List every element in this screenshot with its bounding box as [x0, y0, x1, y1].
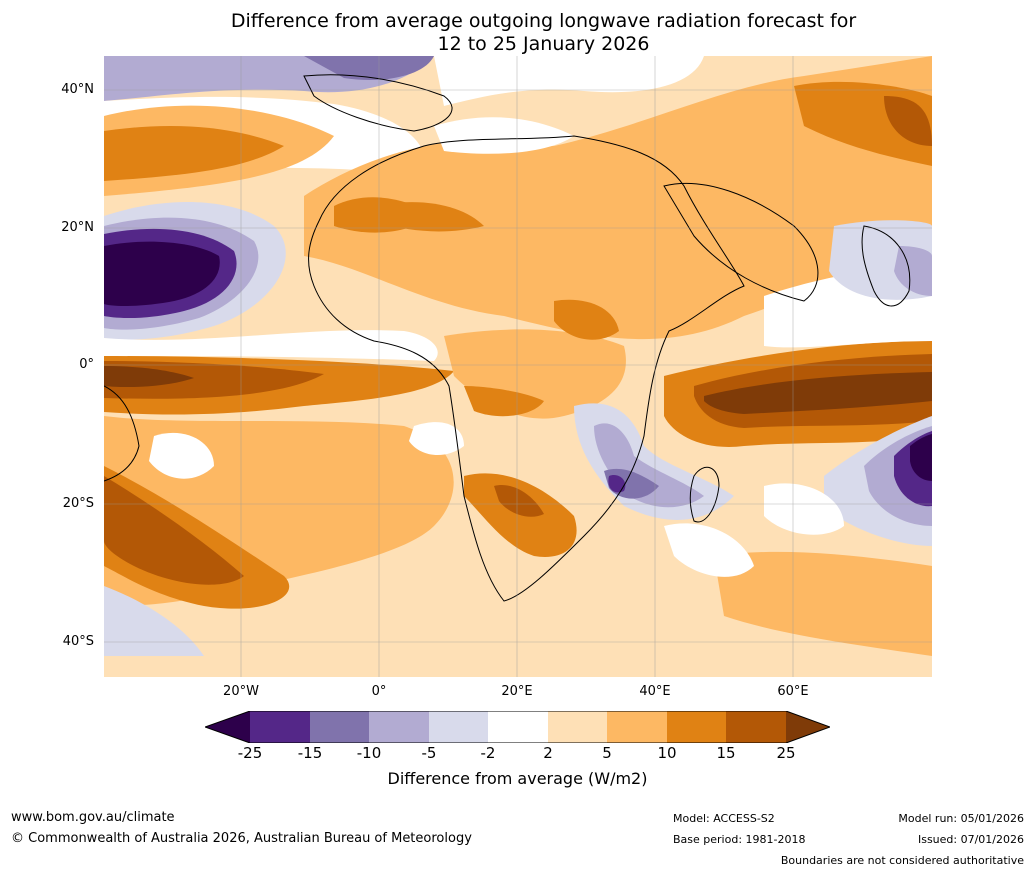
colorbar-tick: 15 — [716, 744, 736, 762]
colorbar-svg — [203, 710, 832, 744]
lat-label-40n: 40°N — [61, 82, 94, 97]
colorbar-extend-low — [205, 711, 250, 743]
anomaly-region-southern-ocean-weak-negative — [104, 586, 204, 656]
anomaly-region-congo-strong — [464, 386, 544, 417]
title-line-1: Difference from average outgoing longwav… — [230, 10, 857, 32]
lat-label-equator: 0° — [79, 357, 94, 372]
colorbar-bin-p5-p10 — [607, 711, 667, 743]
anomaly-region-mozambique-strong-negative — [608, 475, 626, 493]
anomaly-region-ethiopia-strong — [554, 299, 619, 340]
anomaly-region-sw-indian-extreme-negative — [910, 434, 932, 481]
anomaly-region-gulf-of-guinea-extreme — [104, 366, 194, 388]
issued-date: Issued: 07/01/2026 — [917, 833, 1024, 846]
lon-label-20w: 20°W — [223, 684, 259, 699]
lat-label-40s: 40°S — [62, 634, 94, 649]
anomaly-region-s-atlantic-neutral-2 — [409, 422, 464, 456]
anomaly-region-n-atlantic-strong — [104, 126, 284, 181]
europe-coastline — [303, 74, 453, 132]
colorbar-bin-m15-m10 — [310, 711, 369, 743]
colorbar-bin-m10-m5 — [369, 711, 429, 743]
colorbar-extend-high — [786, 711, 830, 743]
colorbar-tick: -25 — [237, 744, 263, 762]
website-link[interactable]: www.bom.gov.au/climate — [11, 810, 175, 825]
colorbar-tick: 25 — [776, 744, 796, 762]
colorbar-tick: 5 — [602, 744, 612, 762]
lon-label-60e: 60°E — [777, 684, 809, 699]
olr-anomaly-map — [104, 56, 932, 677]
map-title: Difference from average outgoing longwav… — [0, 10, 1035, 56]
model-run-date: Model run: 05/01/2026 — [898, 812, 1024, 825]
anomaly-region-europe-strong-negative — [304, 56, 434, 80]
madagascar-coastline — [689, 466, 720, 523]
lon-label-0: 0° — [371, 684, 387, 699]
colorbar-tick: 2 — [543, 744, 553, 762]
colorbar-tick: -5 — [421, 744, 437, 762]
colorbar-bin-m2-p2 — [488, 711, 548, 743]
lon-label-40e: 40°E — [639, 684, 671, 699]
lon-label-20e: 20°E — [501, 684, 533, 699]
base-period: Base period: 1981-2018 — [673, 833, 806, 846]
map-svg — [104, 56, 932, 677]
colorbar-bin-m25-m15 — [250, 711, 310, 743]
anomaly-region-central-sahara-strong — [374, 202, 484, 232]
anomaly-region-mediterranean-neutral — [434, 56, 704, 106]
colorbar-bin-p10-p15 — [667, 711, 726, 743]
anomaly-region-equatorial-neutral — [104, 330, 438, 361]
anomaly-region-namibia-very-strong — [494, 485, 544, 517]
anomaly-region-north-africa-neutral — [434, 117, 574, 154]
copyright-text: © Commonwealth of Australia 2026, Austra… — [11, 831, 472, 846]
anomaly-region-tropical-atlantic-extreme-negative — [104, 241, 220, 306]
lat-label-20s: 20°S — [62, 496, 94, 511]
anomaly-region-himalaya-very-strong — [884, 96, 932, 146]
title-line-2: 12 to 25 January 2026 — [437, 33, 650, 55]
model-name: Model: ACCESS-S2 — [673, 812, 775, 825]
anomaly-region-sahara-positive — [304, 56, 932, 340]
colorbar-tick: -15 — [297, 744, 323, 762]
south-america-coastline — [104, 385, 140, 482]
anomaly-region-south-atlantic-very-strong — [104, 476, 244, 585]
india-coastline — [861, 225, 911, 307]
arabian-peninsula-coastline — [663, 182, 819, 302]
anomaly-region-bay-of-bengal-negative — [894, 246, 932, 296]
anomaly-region-s-atlantic-neutral-1 — [149, 432, 214, 479]
colorbar-label: Difference from average (W/m2) — [387, 769, 648, 788]
lat-label-20n: 20°N — [61, 220, 94, 235]
colorbar-tick: -2 — [480, 744, 496, 762]
anomaly-region-s-indian-positive — [714, 551, 932, 656]
colorbar-bin-m5-m2 — [429, 711, 488, 743]
anomaly-region-s-indian-neutral — [764, 483, 844, 535]
colorbar-bin-p15-p25 — [726, 711, 786, 743]
anomaly-region-se-africa-neutral — [664, 523, 754, 577]
graticule — [104, 56, 932, 677]
africa-coastline — [308, 135, 745, 602]
colorbar-tick: 10 — [657, 744, 677, 762]
anomaly-region-indian-ocean-extreme — [704, 372, 932, 414]
colorbar — [203, 710, 832, 744]
colorbar-tick: -10 — [356, 744, 382, 762]
boundaries-disclaimer: Boundaries are not considered authoritat… — [780, 854, 1024, 867]
colorbar-bin-p2-p5 — [548, 711, 607, 743]
